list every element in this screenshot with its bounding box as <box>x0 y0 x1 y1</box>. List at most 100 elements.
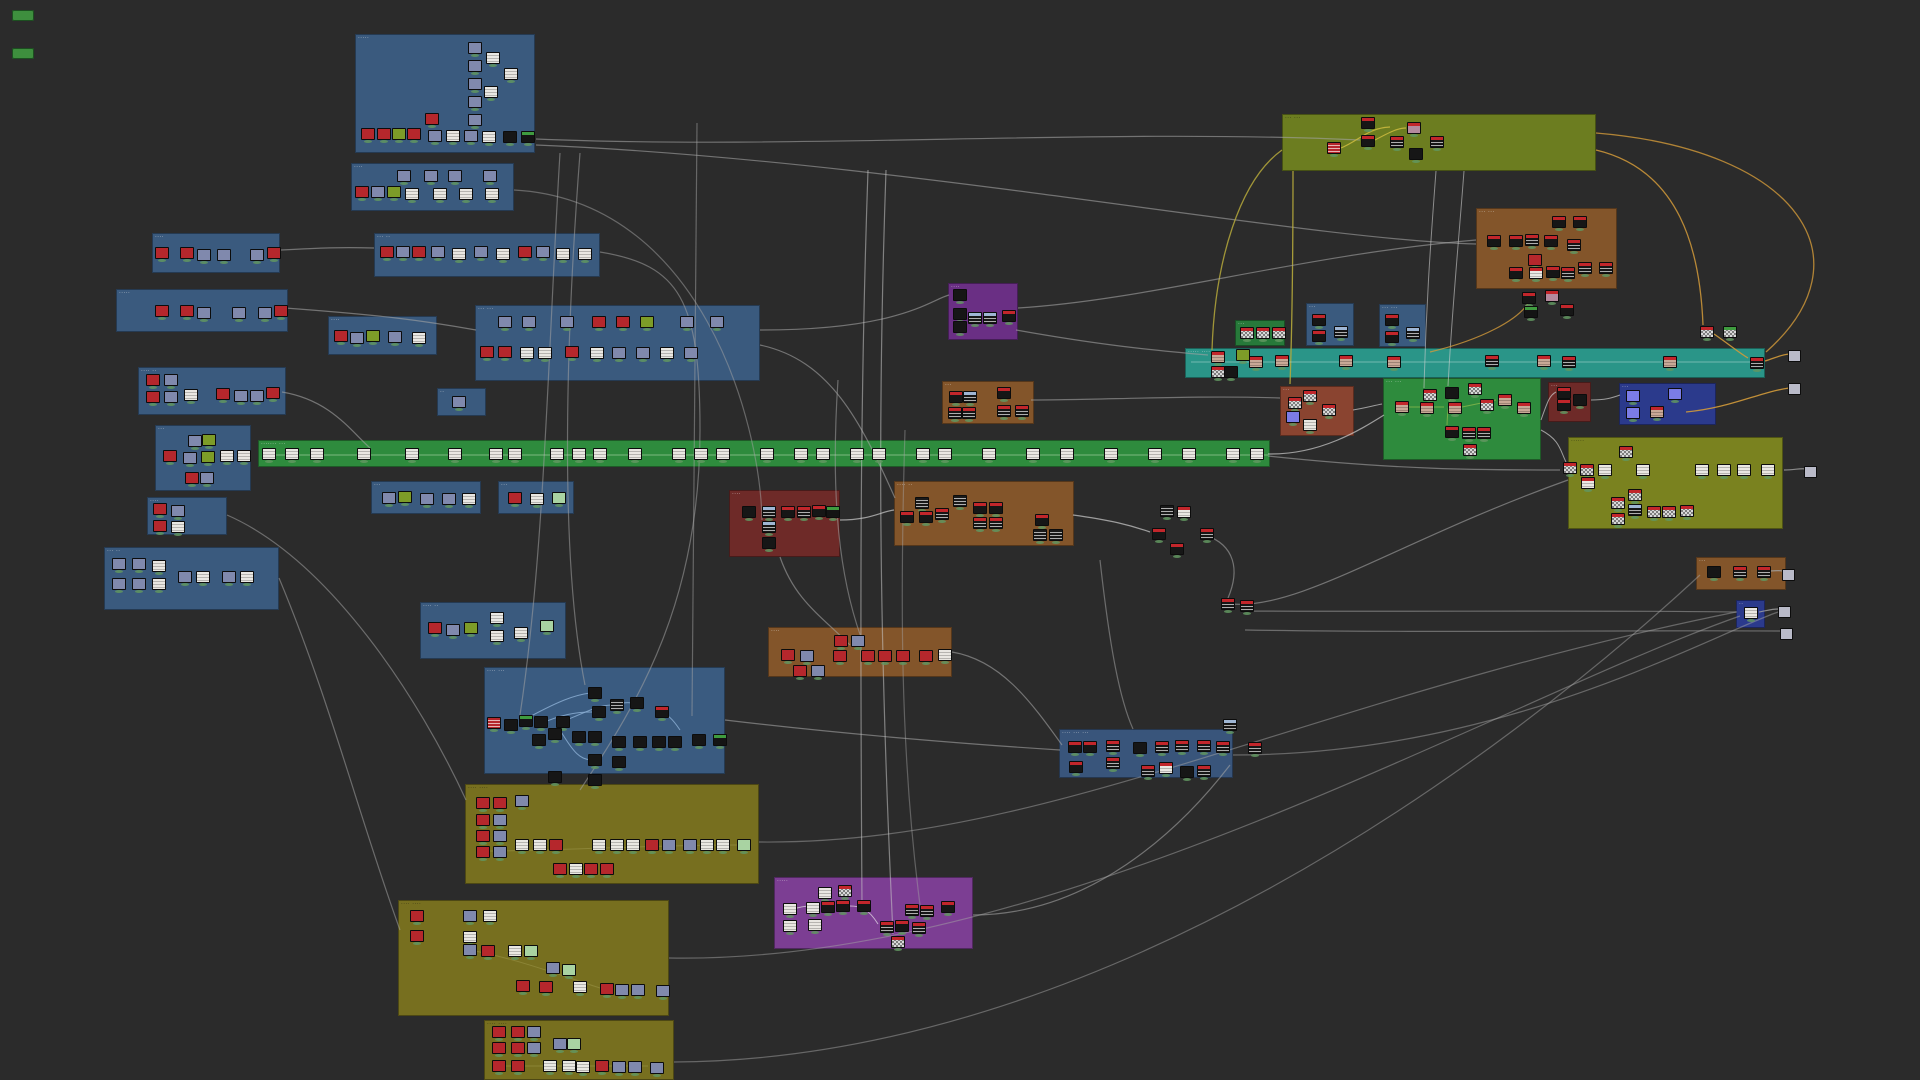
node-kr[interactable] <box>655 706 669 718</box>
node-k[interactable] <box>742 506 756 518</box>
node-rs[interactable] <box>487 717 501 729</box>
node-w[interactable] <box>184 389 198 401</box>
node-n[interactable] <box>1680 505 1694 517</box>
node-w[interactable] <box>171 521 185 533</box>
node-kx[interactable] <box>962 407 976 419</box>
node-n[interactable] <box>1322 404 1336 416</box>
node-kr[interactable] <box>781 506 795 518</box>
node-rw[interactable] <box>1159 762 1173 774</box>
node-b[interactable] <box>397 170 411 182</box>
node-n[interactable] <box>1288 397 1302 409</box>
node-kx[interactable] <box>1216 741 1230 753</box>
node-w[interactable] <box>592 839 606 851</box>
node-b[interactable] <box>522 316 536 328</box>
node-gl[interactable] <box>567 1038 581 1050</box>
node-w[interactable] <box>1182 448 1196 460</box>
node-gl[interactable] <box>737 839 751 851</box>
node-p[interactable] <box>1339 355 1353 367</box>
node-k[interactable] <box>612 736 626 748</box>
node-b[interactable] <box>250 390 264 402</box>
node-b[interactable] <box>493 830 507 842</box>
node-r[interactable] <box>511 1042 525 1054</box>
node-r[interactable] <box>781 649 795 661</box>
node-w[interactable] <box>1148 448 1162 460</box>
node-n[interactable] <box>1611 513 1625 525</box>
node-kx[interactable] <box>1750 357 1764 369</box>
node-p[interactable] <box>1387 356 1401 368</box>
node-w[interactable] <box>660 347 674 359</box>
node-b[interactable] <box>800 650 814 662</box>
node-bl[interactable] <box>1626 407 1640 419</box>
node-kx[interactable] <box>797 506 811 518</box>
node-w[interactable] <box>508 945 522 957</box>
node-w[interactable] <box>508 448 522 460</box>
node-r[interactable] <box>600 863 614 875</box>
node-r[interactable] <box>549 839 563 851</box>
node-kx[interactable] <box>1155 741 1169 753</box>
node-r[interactable] <box>407 128 421 140</box>
node-w[interactable] <box>716 839 730 851</box>
node-rw[interactable] <box>1581 477 1595 489</box>
node-b[interactable] <box>650 1062 664 1074</box>
node-p[interactable] <box>1448 402 1462 414</box>
node-p[interactable] <box>1275 355 1289 367</box>
node-kr[interactable] <box>1170 543 1184 555</box>
node-w[interactable] <box>716 448 730 460</box>
node-r[interactable] <box>334 330 348 342</box>
node-w[interactable] <box>152 578 166 590</box>
node-kr[interactable] <box>1552 216 1566 228</box>
node-w[interactable] <box>1226 448 1240 460</box>
node-kw[interactable] <box>1033 529 1047 541</box>
node-kr[interactable] <box>1361 135 1375 147</box>
node-kr[interactable] <box>1312 330 1326 342</box>
node-b[interactable] <box>463 910 477 922</box>
node-b[interactable] <box>217 249 231 261</box>
node-r[interactable] <box>508 492 522 504</box>
node-kc[interactable] <box>1334 326 1348 338</box>
node-r[interactable] <box>428 622 442 634</box>
node-r[interactable] <box>600 983 614 995</box>
node-kx[interactable] <box>1757 566 1771 578</box>
node-k[interactable] <box>1707 566 1721 578</box>
node-w[interactable] <box>610 839 624 851</box>
node-r[interactable] <box>146 391 160 403</box>
node-kr[interactable] <box>1487 235 1501 247</box>
node-kx[interactable] <box>1106 757 1120 769</box>
node-b[interactable] <box>636 347 650 359</box>
node-b[interactable] <box>178 571 192 583</box>
node-b[interactable] <box>388 331 402 343</box>
node-rw[interactable] <box>1177 506 1191 518</box>
node-b[interactable] <box>234 390 248 402</box>
node-kx[interactable] <box>935 508 949 520</box>
node-b[interactable] <box>536 246 550 258</box>
node-g[interactable] <box>464 622 478 634</box>
node-b[interactable] <box>612 347 626 359</box>
node-b[interactable] <box>662 839 676 851</box>
node-kr[interactable] <box>1035 514 1049 526</box>
node-g[interactable] <box>640 316 654 328</box>
node-r[interactable] <box>163 450 177 462</box>
node-w[interactable] <box>515 839 529 851</box>
node-w[interactable] <box>562 1060 576 1072</box>
node-gr[interactable] <box>1788 350 1801 362</box>
node-n[interactable] <box>1580 464 1594 476</box>
node-r[interactable] <box>180 247 194 259</box>
node-r[interactable] <box>1528 254 1542 266</box>
node-w[interactable] <box>1761 464 1775 476</box>
node-kx[interactable] <box>1197 740 1211 752</box>
node-w[interactable] <box>405 188 419 200</box>
node-kx[interactable] <box>1248 742 1262 754</box>
node-r[interactable] <box>492 1026 506 1038</box>
node-kw[interactable] <box>1160 505 1174 517</box>
node-kr[interactable] <box>997 387 1011 399</box>
node-w[interactable] <box>569 863 583 875</box>
node-r[interactable] <box>645 839 659 851</box>
node-kr[interactable] <box>1557 399 1571 411</box>
node-b[interactable] <box>483 170 497 182</box>
node-w[interactable] <box>448 448 462 460</box>
node-r[interactable] <box>266 387 280 399</box>
node-r[interactable] <box>274 305 288 317</box>
node-b[interactable] <box>615 984 629 996</box>
node-g[interactable] <box>201 451 215 463</box>
